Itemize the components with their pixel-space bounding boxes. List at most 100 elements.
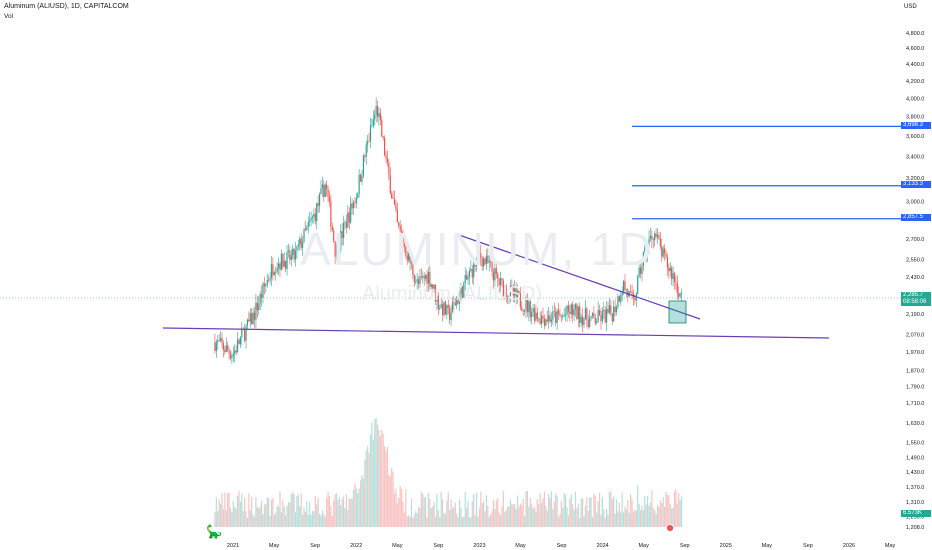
candle-body	[357, 194, 359, 199]
candle-body	[492, 271, 495, 281]
volume-bar	[581, 498, 584, 527]
volume-bar	[495, 500, 497, 527]
volume-bar	[290, 493, 292, 527]
y-tick-label: 1,710.0	[906, 401, 924, 407]
volume-bar	[231, 511, 233, 527]
y-tick-label: 4,400.0	[906, 62, 924, 68]
volume-bar	[466, 508, 468, 527]
candle-body	[231, 356, 233, 359]
candle-body	[432, 284, 434, 289]
tradingview-logo-icon[interactable]: 🦕	[206, 524, 223, 539]
volume-bar	[326, 498, 328, 527]
candle-body	[337, 245, 339, 255]
candle-body	[396, 209, 398, 223]
candle-body	[334, 241, 336, 257]
candle-body	[485, 255, 488, 265]
volume-bar	[627, 499, 629, 527]
candle-body	[597, 310, 599, 322]
volume-bar	[491, 510, 493, 527]
volume-bar	[523, 516, 526, 527]
volume-bar	[603, 509, 605, 527]
candle-body	[467, 277, 469, 280]
candle-body	[443, 302, 445, 316]
candle-body	[533, 308, 536, 321]
candle-body	[385, 155, 387, 159]
volume-bar	[457, 517, 459, 527]
volume-bar	[441, 499, 444, 527]
candle-body	[330, 201, 332, 227]
volume-bar	[343, 496, 345, 527]
volume-bar	[287, 502, 290, 527]
volume-bar	[227, 493, 229, 527]
candle-body	[283, 260, 285, 267]
candle-body	[355, 198, 357, 204]
candle-body	[371, 125, 373, 127]
volume-bar	[614, 513, 616, 527]
volume-bar	[255, 497, 257, 527]
candle-body	[521, 307, 523, 311]
candle-body	[260, 293, 263, 298]
volume-bar	[471, 501, 473, 527]
y-tick-label: 4,000.0	[906, 96, 924, 102]
volume-bar	[352, 489, 355, 527]
volume-bar	[413, 514, 415, 527]
volume-bar	[509, 499, 512, 527]
volume-bar	[661, 502, 663, 527]
candle-body	[408, 252, 410, 261]
candle-body	[532, 308, 534, 313]
volume-bar	[652, 507, 654, 527]
currency-label[interactable]: USD	[904, 4, 917, 10]
candle-body	[627, 289, 629, 297]
volume-bar	[567, 515, 570, 527]
candle-body	[562, 315, 564, 317]
candle-body	[516, 290, 519, 297]
candle-body	[593, 313, 595, 318]
candle-body	[475, 257, 478, 267]
candle-body	[276, 268, 278, 273]
volume-bar	[337, 500, 339, 527]
candle-body	[565, 314, 567, 316]
candle-body	[300, 238, 302, 248]
volume-bar	[453, 506, 455, 527]
candle-body	[440, 304, 442, 309]
volume-bar	[590, 497, 592, 527]
candle-body	[321, 184, 323, 189]
candle-body	[620, 296, 622, 302]
candle-body	[505, 285, 507, 297]
candle-body	[652, 239, 654, 241]
volume-bar	[359, 480, 362, 527]
volume-bar	[375, 418, 377, 527]
volume-bar	[573, 509, 575, 527]
volume-bar	[368, 452, 370, 527]
volume-bar	[217, 511, 219, 527]
candle-body	[545, 319, 547, 326]
candle-body	[464, 275, 466, 284]
highlight-box	[668, 300, 687, 324]
countdown-text: 08:58:06	[903, 299, 927, 305]
candle-body	[542, 315, 544, 319]
volume-bar	[357, 493, 359, 527]
candle-body	[638, 267, 640, 277]
candle-body	[659, 238, 661, 247]
candle-body	[364, 155, 366, 157]
candle-body	[333, 230, 335, 242]
candle-body	[470, 268, 472, 271]
candle-body	[238, 339, 240, 344]
candle-body	[617, 296, 619, 307]
volume-bar	[395, 488, 397, 527]
volume-bar	[461, 517, 463, 527]
candle-body	[474, 260, 476, 267]
volume-bar	[447, 492, 449, 527]
volume-bar	[427, 492, 430, 527]
candle-body	[673, 273, 676, 282]
candle-body	[239, 337, 241, 344]
volume-bar	[331, 516, 333, 527]
volume-bar	[672, 507, 674, 527]
volume-bar	[221, 493, 223, 527]
candle-body	[351, 203, 353, 209]
candle-body	[549, 315, 551, 322]
volume-bar	[631, 499, 633, 527]
volume-bar	[593, 493, 595, 527]
volume-bar	[392, 471, 394, 527]
